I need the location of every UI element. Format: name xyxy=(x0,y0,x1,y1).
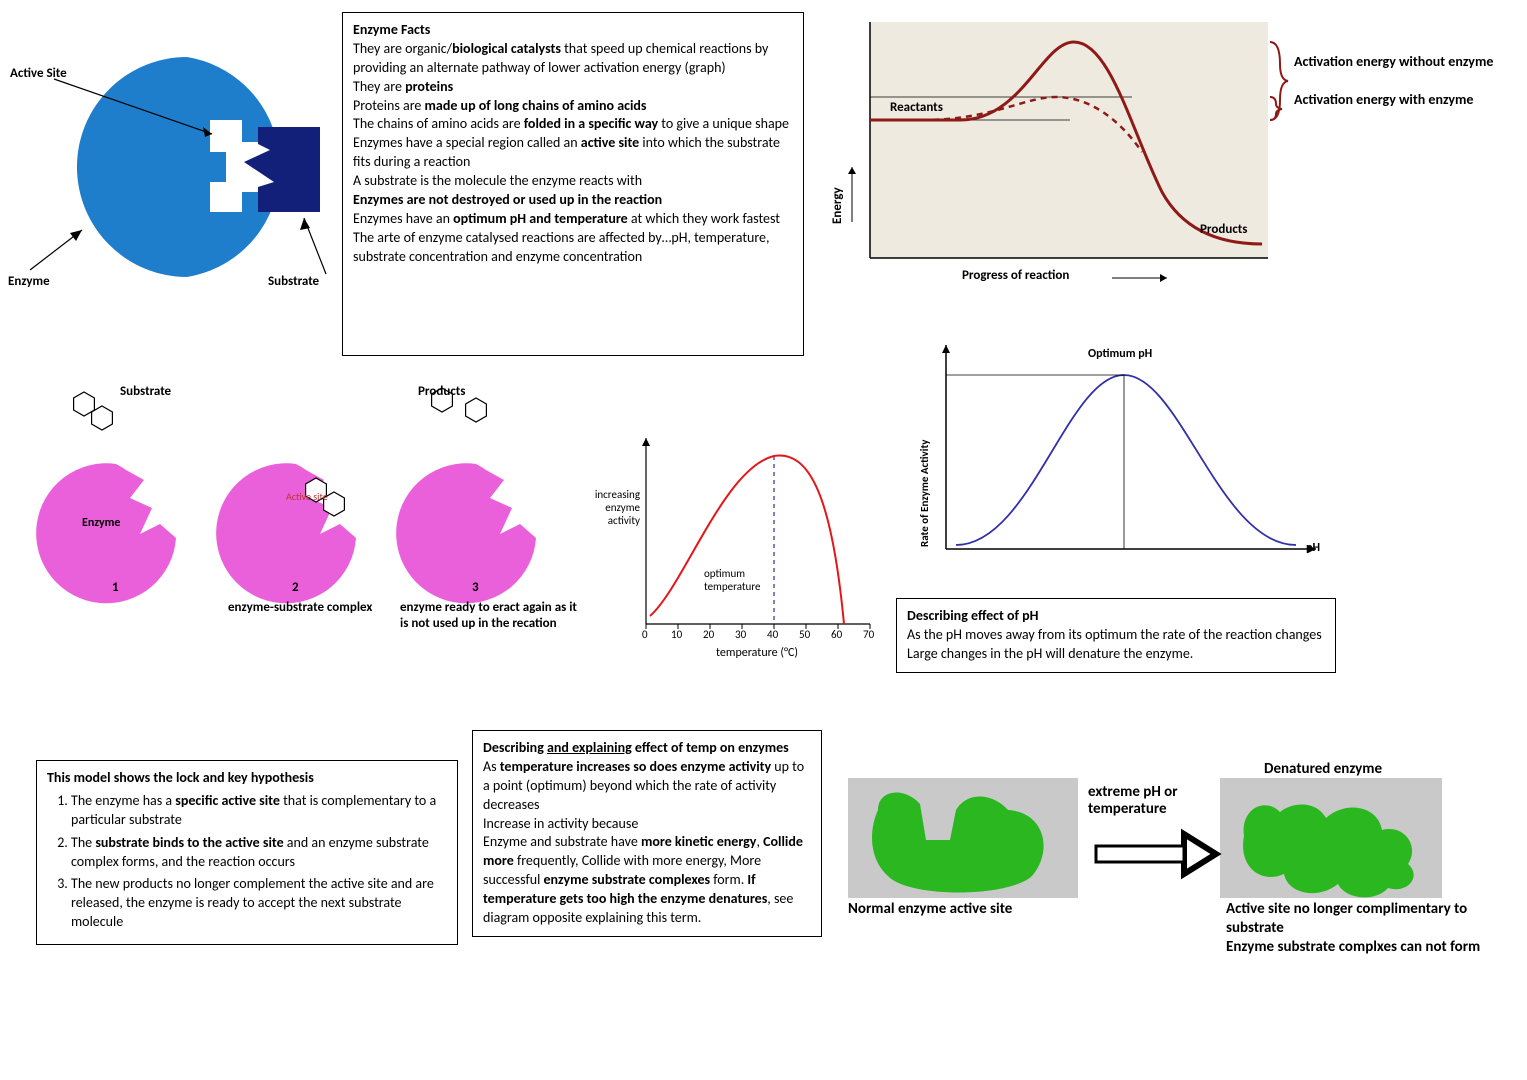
activation-energy-graph: Reactants Products Activation energy wit… xyxy=(822,12,1512,322)
tg-t2: 20 xyxy=(703,628,714,641)
ef-l4a: The chains of amino acids are xyxy=(353,115,524,132)
ef-l9: The arte of enzyme catalysed reactions a… xyxy=(353,229,793,267)
tg-t1: 10 xyxy=(671,628,682,641)
lk-products-label: Products xyxy=(418,384,465,399)
dn-denatured-title: Denatured enzyme xyxy=(1264,760,1382,778)
lk-activesite-label: Active site xyxy=(286,490,328,503)
page-root: Active Site Enzyme Substrate Enzyme Fact… xyxy=(12,12,1515,1068)
dn-result: Active site no longer complimentary to s… xyxy=(1226,900,1508,956)
phbox-l2: Large changes in the pH will denature th… xyxy=(907,645,1325,664)
tb-l1: As temperature increases so does enzyme … xyxy=(483,758,811,815)
temperature-graph: increasing enzyme activity optimum tempe… xyxy=(574,428,884,668)
ph-graph: Optimum pH pH Rate of Enzyme Activity xyxy=(890,327,1340,587)
tg-t5: 50 xyxy=(799,628,810,641)
eg-reactants-label: Reactants xyxy=(890,100,943,115)
eg-xaxis-label: Progress of reaction xyxy=(962,268,1069,283)
dn-normal-label: Normal enzyme active site xyxy=(848,900,1058,918)
temp-effect-box: Describing and explaining effect of temp… xyxy=(472,730,822,937)
label-substrate: Substrate xyxy=(268,274,319,289)
lk-cap2: enzyme-substrate complex xyxy=(228,600,378,615)
label-active-site: Active Site xyxy=(10,66,67,81)
eg-products-label: Products xyxy=(1200,222,1247,237)
ph-opt-label: Optimum pH xyxy=(1088,347,1152,361)
tg-ylabel: increasing enzyme activity xyxy=(574,488,640,528)
enzyme-facts-box: Enzyme Facts They are organic/biological… xyxy=(342,12,804,356)
ef-l5b: active site xyxy=(581,134,639,151)
eg-aew-label: Activation energy without enzyme xyxy=(1294,54,1494,71)
tg-t7: 70 xyxy=(863,628,874,641)
ph-effect-box: Describing effect of pH As the pH moves … xyxy=(896,598,1336,673)
ph-x-label: pH xyxy=(1306,541,1320,555)
lock-and-key-diagram: Substrate Products Enzyme Active site 1 … xyxy=(30,382,590,672)
phbox-title: Describing effect of pH xyxy=(907,607,1325,626)
lk-substrate-label: Substrate xyxy=(120,384,171,399)
denature-diagram: extreme pH ortemperature Denatured enzym… xyxy=(848,760,1508,1060)
dn-arrow-label: extreme pH ortemperature xyxy=(1088,784,1178,819)
lk-num3: 3 xyxy=(472,580,479,595)
ef-l2b: proteins xyxy=(405,78,453,95)
ef-l5a: Enzymes have a special region called an xyxy=(353,134,581,151)
ph-y-label: Rate of Enzyme Activity xyxy=(918,440,931,548)
ef-l8c: at which they work fastest xyxy=(628,210,780,227)
phbox-l1: As the pH moves away from its optimum th… xyxy=(907,626,1325,645)
tb-title: Describing and explaining effect of temp… xyxy=(483,739,811,758)
enzyme-facts-title: Enzyme Facts xyxy=(353,21,793,40)
lock-key-box: This model shows the lock and key hypoth… xyxy=(36,760,458,945)
label-enzyme: Enzyme xyxy=(8,274,50,289)
tb-l3: Enzyme and substrate have more kinetic e… xyxy=(483,833,811,927)
ef-l7: Enzymes are not destroyed or used up in … xyxy=(353,191,793,210)
ef-l6: A substrate is the molecule the enzyme r… xyxy=(353,172,793,191)
tg-t6: 60 xyxy=(831,628,842,641)
enzyme-substrate-diagram: Active Site Enzyme Substrate xyxy=(12,12,342,342)
tg-opt: optimum temperature xyxy=(704,568,774,593)
eg-yaxis-label: Energy xyxy=(830,187,845,224)
tg-t3: 30 xyxy=(735,628,746,641)
lkbox-title: This model shows the lock and key hypoth… xyxy=(47,769,447,788)
lk-enzyme-label: Enzyme xyxy=(82,516,120,530)
tb-l2: Increase in activity because xyxy=(483,815,811,834)
tg-t4: 40 xyxy=(767,628,778,641)
lk-num1: 1 xyxy=(112,580,119,595)
tg-xlabel: temperature (°C) xyxy=(716,646,798,660)
lkbox-1: The enzyme has a specific active site th… xyxy=(71,792,447,830)
ef-l3a: Proteins are xyxy=(353,97,425,114)
ef-l1b: biological catalysts xyxy=(452,40,561,57)
ef-l8a: Enzymes have an xyxy=(353,210,453,227)
ef-l4c: to give a unique shape xyxy=(658,115,789,132)
tg-t0: 0 xyxy=(642,628,648,641)
lk-cap3: enzyme ready to eract again as it is not… xyxy=(400,600,580,633)
ef-l2a: They are xyxy=(353,78,405,95)
eg-aewi-label: Activation energy with enzyme xyxy=(1294,92,1494,109)
lkbox-3: The new products no longer complement th… xyxy=(71,875,447,932)
ef-l3b: made up of long chains of amino acids xyxy=(425,97,647,114)
ef-l8b: optimum pH and temperature xyxy=(453,210,628,227)
lkbox-2: The substrate binds to the active site a… xyxy=(71,834,447,872)
lk-num2: 2 xyxy=(292,580,299,595)
ef-l1a: They are organic/ xyxy=(353,40,452,57)
ef-l4b: folded in a specific way xyxy=(524,115,658,132)
